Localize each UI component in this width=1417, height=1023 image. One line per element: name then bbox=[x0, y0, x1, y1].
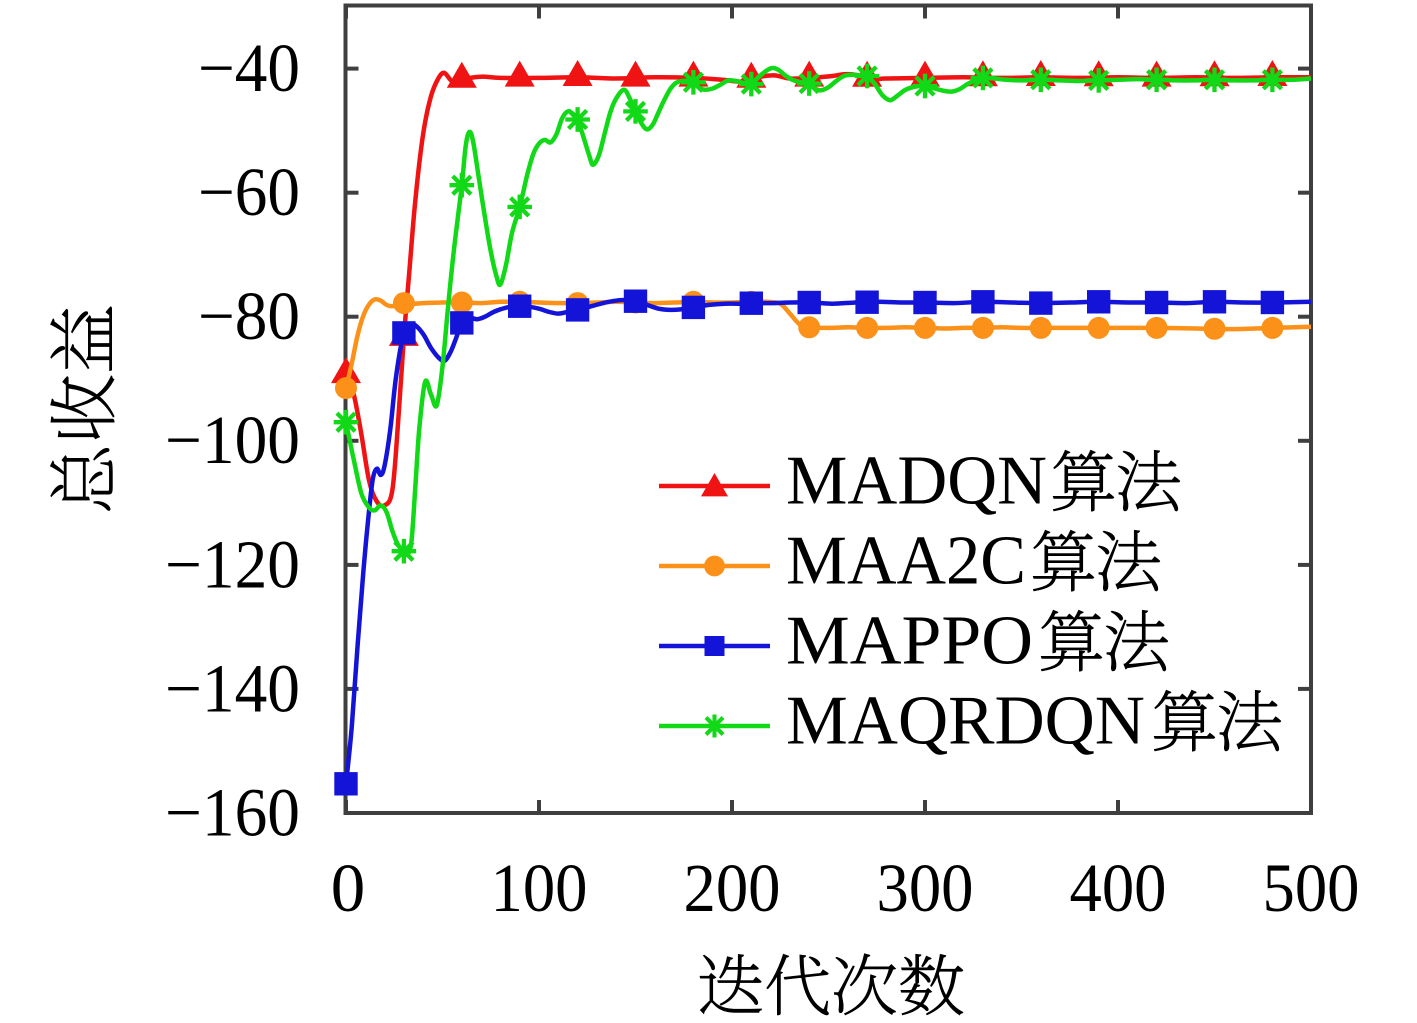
svg-text:−60: −60 bbox=[198, 154, 300, 230]
svg-text:200: 200 bbox=[684, 850, 781, 926]
svg-text:300: 300 bbox=[877, 850, 974, 926]
svg-text:−100: −100 bbox=[165, 402, 300, 478]
svg-text:MADQN: MADQN bbox=[786, 443, 1047, 520]
svg-text:0: 0 bbox=[331, 850, 366, 926]
svg-text:−160: −160 bbox=[165, 774, 300, 850]
svg-text:500: 500 bbox=[1263, 850, 1360, 926]
svg-text:−80: −80 bbox=[198, 278, 300, 354]
svg-text:−140: −140 bbox=[165, 650, 300, 726]
svg-text:−40: −40 bbox=[198, 30, 300, 106]
svg-text:400: 400 bbox=[1070, 850, 1167, 926]
svg-text:−120: −120 bbox=[165, 526, 300, 602]
svg-text:MAQRDQN: MAQRDQN bbox=[786, 683, 1145, 760]
svg-text:MAPPO: MAPPO bbox=[786, 603, 1033, 680]
svg-text:MAA2C: MAA2C bbox=[786, 523, 1026, 600]
svg-text:100: 100 bbox=[491, 850, 588, 926]
